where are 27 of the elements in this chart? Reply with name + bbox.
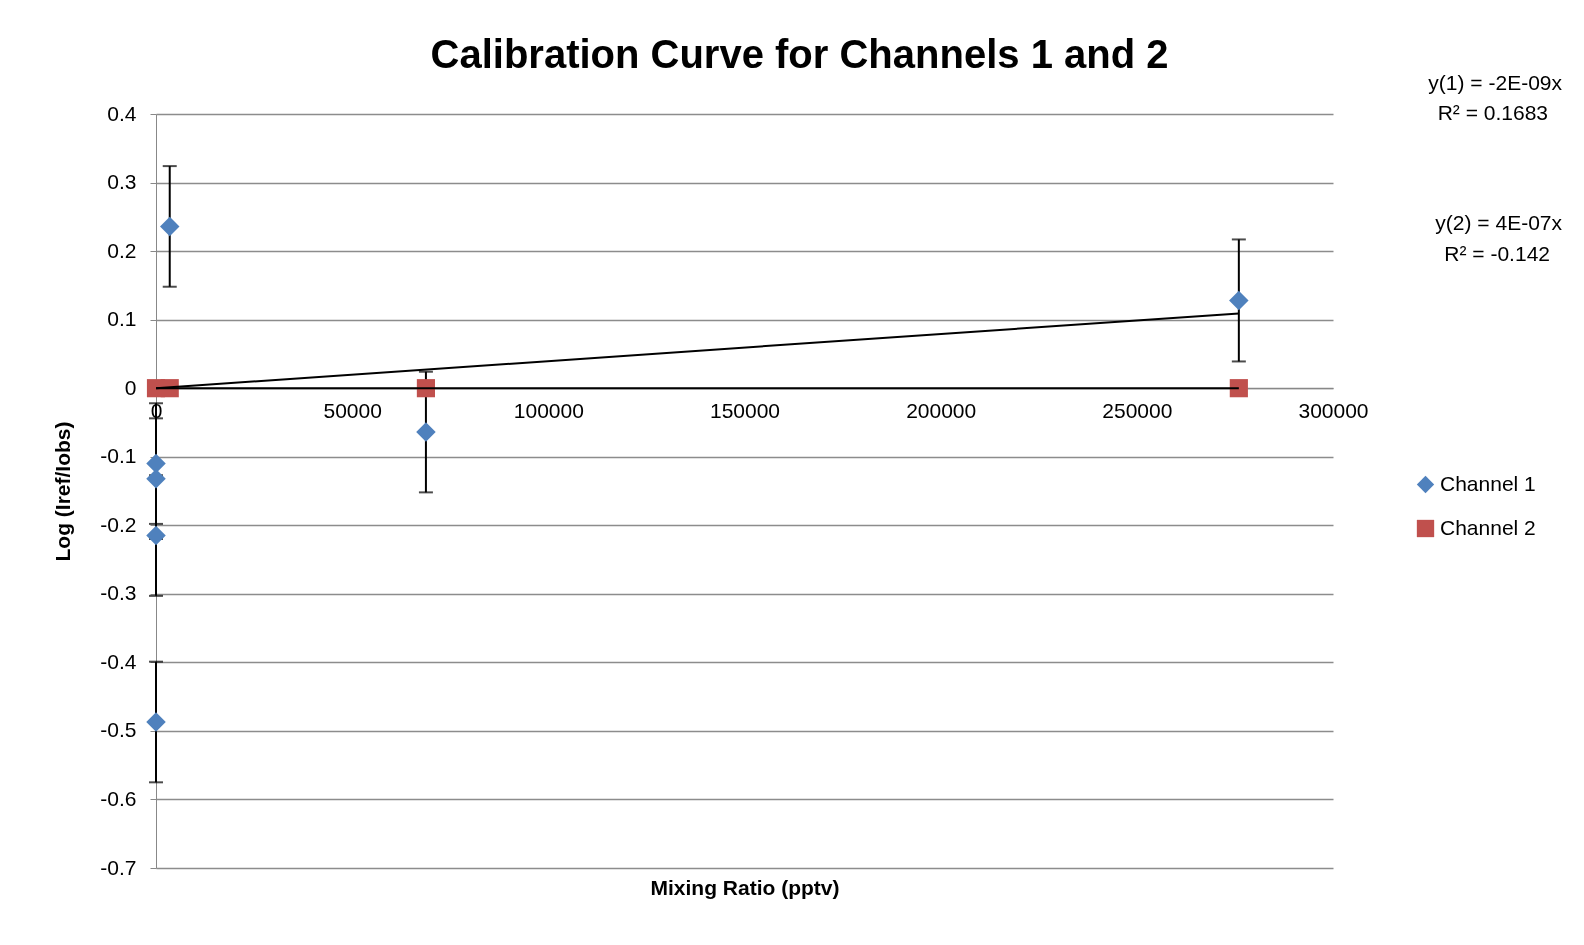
y-tick-label: 0 — [124, 375, 137, 399]
x-axis-title: Mixing Ratio (pptv) — [650, 876, 840, 899]
y-tick-label: -0.3 — [100, 581, 137, 605]
legend-label: Channel 2 — [1440, 515, 1536, 539]
x-tick-label: 250000 — [1102, 398, 1173, 422]
y-tick-label: 0.4 — [107, 101, 137, 125]
text: y(1) = -2E-09x — [1428, 71, 1563, 94]
y-tick-label: -0.6 — [100, 786, 137, 810]
chart-title: Calibration Curve for Channels 1 and 2 — [430, 32, 1169, 76]
y-axis-title: Log (Iref/Iobs) — [51, 421, 75, 562]
x-tick-label: 50000 — [323, 398, 382, 422]
y-tick-label: -0.1 — [100, 444, 137, 468]
y-tick-label: -0.4 — [100, 649, 137, 673]
y-tick-label: -0.7 — [100, 855, 137, 879]
text: y(2) = 4E-07x — [1435, 211, 1563, 234]
y-tick-label: 0.1 — [107, 307, 137, 331]
legend-label: Channel 1 — [1440, 471, 1536, 495]
y-tick-label: 0.2 — [107, 238, 137, 262]
x-tick-label: 150000 — [709, 398, 781, 422]
x-tick-label: 100000 — [513, 398, 584, 422]
x-tick-label: 200000 — [906, 398, 977, 422]
text: R² = -0.142 — [1444, 242, 1550, 265]
y-tick-label: -0.5 — [100, 718, 137, 742]
x-tick-label: 300000 — [1298, 398, 1369, 422]
y-tick-label: 0.3 — [107, 170, 137, 194]
text: R² = 0.1683 — [1437, 101, 1548, 124]
y-tick-label: -0.2 — [100, 512, 137, 536]
